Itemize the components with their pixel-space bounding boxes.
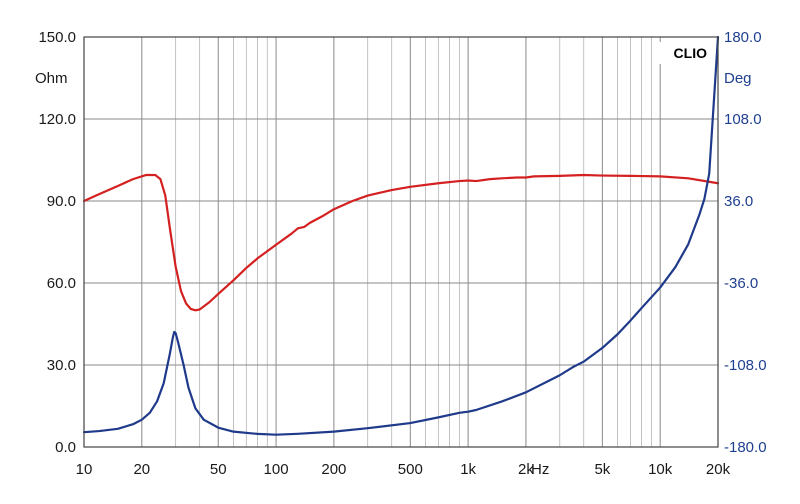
- x-tick-label: 2k: [518, 461, 534, 478]
- left-axis-unit: Ohm: [35, 70, 68, 87]
- left-axis-ticks: 0.0 30.0 60.0 90.0 120.0 150.0: [38, 29, 76, 456]
- right-axis-unit: Deg: [724, 70, 752, 87]
- x-tick-label: 10: [76, 461, 93, 478]
- brand-label: CLIO: [674, 45, 708, 61]
- left-tick-label: 30.0: [47, 357, 76, 374]
- right-tick-label: 108.0: [724, 111, 762, 128]
- x-tick-label: 1k: [460, 461, 476, 478]
- left-tick-label: 90.0: [47, 193, 76, 210]
- brand-label-background: [652, 42, 712, 64]
- right-tick-label: 180.0: [724, 29, 762, 46]
- x-tick-label: 20k: [706, 461, 731, 478]
- x-tick-label: 50: [210, 461, 227, 478]
- right-tick-label: 36.0: [724, 193, 753, 210]
- plot-area: [84, 37, 718, 447]
- left-tick-label: 60.0: [47, 275, 76, 292]
- impedance-curve: [82, 173, 720, 312]
- left-tick-label: 120.0: [38, 111, 76, 128]
- x-tick-label: 500: [398, 461, 423, 478]
- right-tick-label: -180.0: [724, 439, 767, 456]
- x-tick-label: 100: [264, 461, 289, 478]
- right-tick-label: -36.0: [724, 275, 758, 292]
- x-tick-label: 5k: [594, 461, 610, 478]
- x-tick-label: 200: [321, 461, 346, 478]
- series-layer: [82, 35, 720, 436]
- left-tick-label: 150.0: [38, 29, 76, 46]
- x-axis-ticks: 10 20 50 100 200 500 1k 2k 5k 10k 20k: [76, 461, 731, 478]
- grid: [84, 37, 718, 447]
- left-tick-label: 0.0: [55, 439, 76, 456]
- x-tick-label: 20: [133, 461, 150, 478]
- plot-frame: [83, 36, 719, 448]
- phase-curve: [82, 35, 720, 436]
- right-tick-label: -108.0: [724, 357, 767, 374]
- x-axis-unit: Hz: [531, 461, 549, 478]
- right-axis-ticks: -180.0 -108.0 -36.0 36.0 108.0 180.0: [724, 29, 767, 456]
- x-tick-label: 10k: [648, 461, 673, 478]
